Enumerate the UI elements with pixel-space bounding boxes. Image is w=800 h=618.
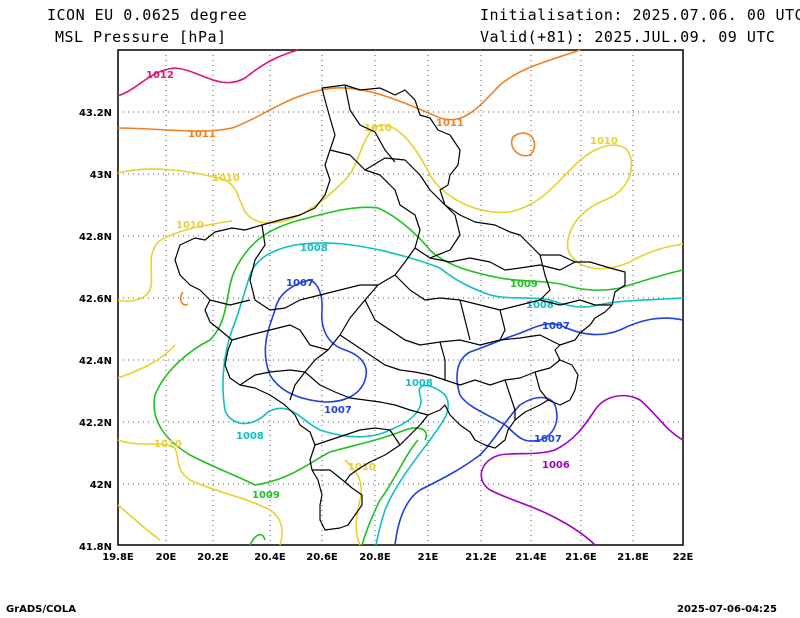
lat-tick: 41.8N (79, 542, 112, 553)
lat-tick: 42.4N (79, 356, 112, 367)
internal-border (231, 324, 329, 351)
isobar-1012 (117, 49, 299, 97)
isobar-1009 (153, 206, 684, 546)
contour-label-1012: 1012 (146, 70, 174, 81)
isobar-1010-west (117, 220, 233, 302)
lon-tick: 22E (673, 552, 694, 563)
contour-label-1010: 1010 (176, 220, 204, 231)
contour-label-1006: 1006 (542, 460, 570, 471)
lat-tick: 42.6N (79, 294, 112, 305)
internal-border (312, 469, 346, 483)
internal-border (539, 254, 551, 301)
contour-label-1011: 1011 (188, 129, 216, 140)
isobar-1008 (222, 242, 684, 546)
internal-border (439, 299, 506, 380)
contour-label-1008: 1008 (405, 378, 433, 389)
isobar-1010-se (117, 459, 363, 546)
model-title: ICON EU 0.0625 degree (47, 6, 248, 24)
isobar-1007-west (264, 279, 367, 403)
contour-label-1009: 1009 (252, 490, 280, 501)
lon-tick: 19.8E (102, 552, 134, 563)
internal-border (239, 369, 306, 386)
lon-tick: 21.8E (617, 552, 649, 563)
contour-label-1008: 1008 (526, 300, 554, 311)
lon-tick: 20.4E (254, 552, 286, 563)
lat-tick: 43.2N (79, 108, 112, 119)
internal-border (414, 247, 576, 271)
lon-tick: 21.6E (565, 552, 597, 563)
contour-label-1011: 1011 (436, 118, 464, 129)
internal-border (364, 299, 561, 346)
internal-border (314, 427, 401, 446)
contour-label-1009: 1009 (510, 279, 538, 290)
lon-tick: 21.4E (515, 552, 547, 563)
internal-border (289, 149, 421, 401)
contour-label-1007: 1007 (324, 405, 352, 416)
contour-label-1010: 1010 (212, 173, 240, 184)
isobar-1007-east (394, 317, 684, 546)
lat-tick: 43N (90, 170, 112, 181)
lon-tick: 20.8E (359, 552, 391, 563)
contour-label-1007: 1007 (286, 278, 314, 289)
isobar-1006 (480, 394, 684, 546)
internal-border (364, 157, 441, 201)
footer-credit: GrADS/COLA (6, 604, 76, 615)
grid-lines (118, 50, 683, 545)
isobar-1011 (117, 49, 581, 132)
lon-tick: 21.2E (465, 552, 497, 563)
internal-border (209, 299, 251, 306)
init-time: Initialisation: 2025.07.06. 00 UTC (480, 6, 800, 24)
contour-label-1010: 1010 (590, 136, 618, 147)
lon-tick: 21E (418, 552, 439, 563)
lon-tick: 20E (156, 552, 177, 563)
contour-label-1008: 1008 (300, 243, 328, 254)
contour-label-1010: 1010 (154, 439, 182, 450)
lon-tick: 20.2E (197, 552, 229, 563)
lat-tick: 42.8N (79, 232, 112, 243)
valid-time: Valid(+81): 2025.JUL.09. 09 UTC (480, 28, 776, 46)
field-title: MSL Pressure [hPa] (55, 28, 227, 46)
contour-label-1010: 1010 (364, 123, 392, 134)
isobar-1009-small (249, 533, 266, 546)
isobar-1010-south (117, 439, 283, 546)
isobar-1011-small (510, 132, 536, 157)
isobar-1010-sw (117, 344, 176, 379)
footer-timestamp: 2025-07-06-04:25 (677, 604, 777, 615)
lat-tick: 42.2N (79, 418, 112, 429)
lat-tick: 42N (90, 480, 112, 491)
internal-border (339, 334, 561, 386)
internal-border (429, 199, 461, 259)
isobar-1011-small (180, 291, 189, 306)
contour-label-1007: 1007 (534, 434, 562, 445)
internal-border (344, 84, 396, 163)
isobar-1010-north (117, 124, 684, 270)
lon-tick: 20.6E (306, 552, 338, 563)
contour-label-1007: 1007 (542, 321, 570, 332)
internal-border (304, 371, 429, 416)
internal-border (249, 224, 378, 311)
internal-border (504, 371, 549, 420)
contour-label-1008: 1008 (236, 431, 264, 442)
